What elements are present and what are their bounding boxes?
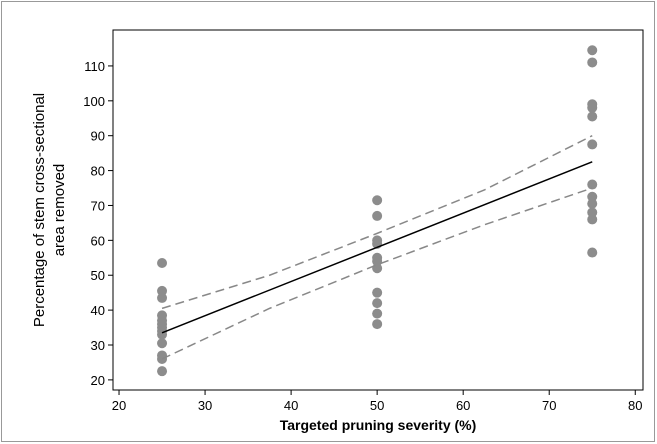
y-tick-label: 80: [91, 164, 105, 179]
data-point: [587, 179, 598, 190]
y-tick-label: 20: [91, 373, 105, 388]
data-point: [587, 57, 598, 68]
data-point: [587, 247, 598, 258]
x-tick-label: 70: [542, 398, 556, 413]
data-point: [372, 298, 383, 309]
x-axis-label: Targeted pruning severity (%): [280, 417, 477, 433]
data-point: [372, 195, 383, 206]
plot-area: [112, 29, 644, 391]
data-point: [372, 210, 383, 221]
x-tick-label: 80: [628, 398, 642, 413]
y-tick-label: 60: [91, 233, 105, 248]
data-point: [372, 308, 383, 319]
y-tick-label: 100: [83, 94, 105, 109]
y-tick-label: 90: [91, 129, 105, 144]
data-point: [157, 366, 168, 377]
y-axis-label: Percentage of stem cross-sectional: [31, 93, 48, 327]
data-point: [372, 256, 383, 267]
y-tick-label: 30: [91, 338, 105, 353]
data-point: [372, 263, 383, 274]
data-point: [587, 111, 598, 122]
data-point: [157, 338, 168, 349]
data-point: [587, 214, 598, 225]
data-point: [587, 102, 598, 113]
y-tick-label: 40: [91, 303, 105, 318]
y-tick-label: 50: [91, 268, 105, 283]
x-tick-label: 40: [284, 398, 298, 413]
data-point: [587, 139, 598, 150]
confidence-line: [161, 135, 593, 310]
data-point: [157, 292, 168, 303]
data-point: [157, 258, 168, 269]
y-tick-label: 110: [84, 59, 105, 74]
data-point: [587, 207, 598, 218]
fit-line: [161, 161, 593, 334]
y-axis-label: area removed: [51, 164, 68, 257]
data-point: [587, 45, 598, 56]
y-tick-label: 70: [91, 198, 105, 213]
x-tick-label: 50: [370, 398, 384, 413]
data-point: [372, 287, 383, 298]
x-tick-label: 20: [112, 398, 126, 413]
data-point: [157, 285, 168, 296]
data-point: [587, 191, 598, 202]
x-tick-label: 60: [456, 398, 470, 413]
data-point: [587, 198, 598, 209]
data-point: [372, 319, 383, 330]
x-tick-label: 30: [198, 398, 212, 413]
